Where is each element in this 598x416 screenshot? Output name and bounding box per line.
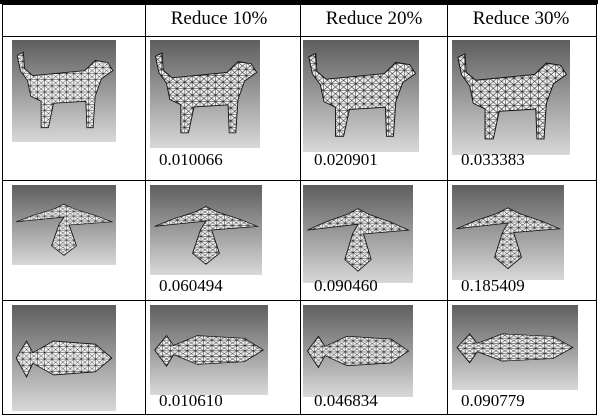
mesh-image — [452, 305, 578, 390]
distance-value: 0.060494 — [159, 276, 223, 296]
column-header: Reduce 20% — [300, 8, 448, 30]
mesh-image — [150, 40, 260, 148]
column-header: Reduce 30% — [447, 8, 595, 30]
column-header: Reduce 10% — [145, 8, 293, 30]
distance-value: 0.046834 — [314, 391, 378, 411]
distance-value: 0.033383 — [461, 150, 525, 170]
mesh-image — [303, 305, 413, 397]
mesh-image — [303, 185, 413, 283]
distance-value: 0.090460 — [314, 276, 378, 296]
mesh-image — [303, 40, 419, 152]
column-border — [145, 4, 146, 414]
distance-value: 0.020901 — [314, 150, 378, 170]
distance-value: 0.185409 — [461, 276, 525, 296]
mesh-image — [12, 305, 116, 411]
mesh-image — [12, 185, 116, 265]
column-border — [300, 4, 301, 414]
distance-value: 0.010610 — [159, 391, 223, 411]
column-border — [447, 4, 448, 414]
column-border — [2, 4, 3, 414]
row-border — [2, 414, 597, 415]
page: Reduce 10% Reduce 20%Reduce 30% 0.010066 0.… — [0, 0, 598, 416]
mesh-image — [452, 40, 570, 155]
mesh-image — [150, 305, 268, 395]
distance-value: 0.090779 — [461, 391, 525, 411]
mesh-image — [452, 185, 564, 280]
distance-value: 0.010066 — [159, 150, 223, 170]
mesh-image — [12, 40, 116, 142]
column-border — [596, 4, 597, 414]
mesh-image — [150, 185, 262, 275]
